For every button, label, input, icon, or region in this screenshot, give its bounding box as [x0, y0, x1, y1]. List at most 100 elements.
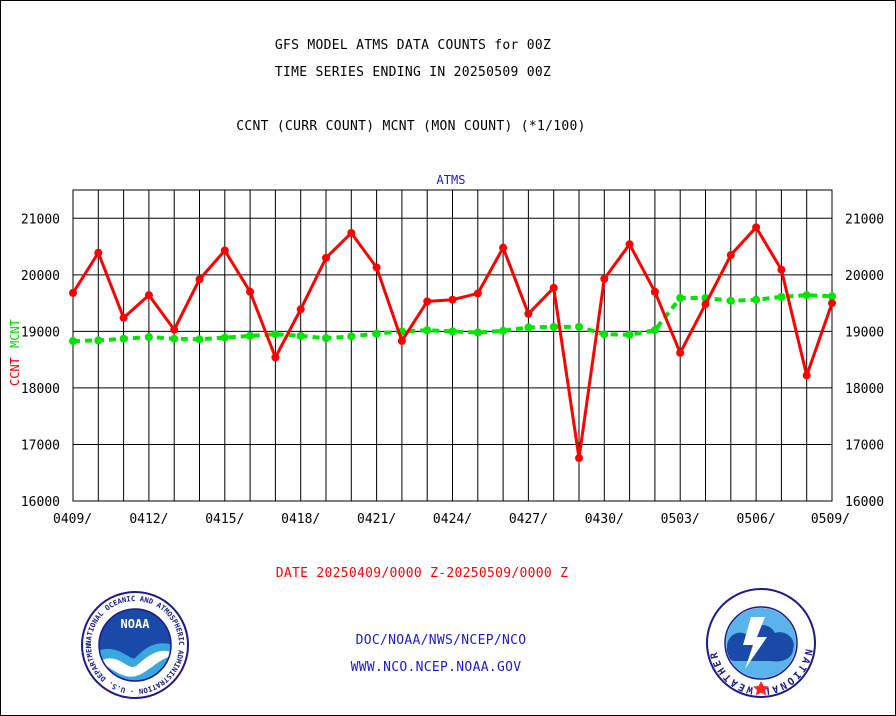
data-point-mcnt [499, 326, 508, 335]
data-point-mcnt [524, 323, 533, 332]
series-ccnt [69, 223, 836, 463]
data-point-ccnt [144, 291, 153, 300]
data-point-mcnt [625, 330, 634, 339]
data-point-ccnt [397, 336, 406, 345]
data-point-ccnt [448, 295, 457, 304]
data-point-mcnt [448, 327, 457, 336]
xtick-label: 0503/ [661, 512, 700, 527]
data-point-ccnt [473, 289, 482, 298]
axis-labels: 16000 16000 17000 17000 18000 18000 19000 19000… [21, 212, 884, 527]
data-point-ccnt [752, 223, 761, 232]
plot-frame [72, 189, 833, 502]
data-point-ccnt [524, 309, 533, 318]
xtick-label: 0412/ [129, 512, 168, 527]
chart-title-line2: TIME SERIES ENDING IN 20250509 00Z [274, 65, 552, 80]
data-point-ccnt [296, 305, 305, 314]
data-point-ccnt [828, 299, 836, 308]
data-point-mcnt [372, 329, 381, 338]
data-point-mcnt [296, 331, 305, 340]
data-point-mcnt [322, 334, 330, 343]
data-point-ccnt [423, 297, 432, 306]
data-point-ccnt [69, 288, 77, 297]
chart-svg: 16000 16000 17000 17000 18000 18000 19000 19000… [8, 173, 884, 527]
ytick-label-right: 17000 [845, 438, 884, 453]
data-point-ccnt [726, 251, 735, 260]
data-point-ccnt [347, 228, 356, 237]
data-point-ccnt [701, 300, 710, 309]
data-point-ccnt [625, 240, 634, 249]
chart-title-line3: CCNT (CURR COUNT) MCNT (MON COUNT) (*1/1… [236, 119, 586, 134]
data-point-mcnt [828, 292, 836, 301]
data-point-ccnt [650, 287, 659, 296]
ytick-label-right: 16000 [845, 495, 884, 510]
data-point-mcnt [752, 295, 761, 304]
ytick-label-left: 17000 [21, 438, 60, 453]
ytick-label-left: 21000 [21, 212, 60, 227]
ytick-label-left: 18000 [21, 382, 60, 397]
plot-title-atms: ATMS [437, 173, 466, 187]
xtick-label: 0506/ [737, 512, 776, 527]
xtick-label: 0509/ [811, 512, 850, 527]
data-point-mcnt [676, 294, 685, 303]
data-point-ccnt [372, 263, 381, 272]
data-point-mcnt [575, 322, 583, 331]
data-point-mcnt [170, 334, 179, 343]
data-point-ccnt [499, 243, 508, 252]
data-point-ccnt [777, 265, 786, 274]
data-point-mcnt [144, 333, 153, 342]
ytick-label-right: 18000 [845, 382, 884, 397]
xtick-label: 0424/ [433, 512, 472, 527]
data-point-ccnt [220, 246, 229, 255]
xtick-label: 0427/ [509, 512, 548, 527]
data-point-mcnt [802, 291, 811, 300]
data-point-mcnt [94, 336, 103, 345]
data-point-mcnt [347, 332, 356, 341]
ytick-label-left: 19000 [21, 325, 60, 340]
ytick-label-right: 19000 [845, 325, 884, 340]
series-mcnt [69, 291, 836, 345]
grid-lines [73, 190, 832, 501]
data-point-ccnt [802, 371, 811, 380]
nws-logo: NATIONAL WEATHER SERVICE [705, 587, 816, 698]
date-range-label: DATE 20250409/0000 Z-20250509/0000 Z [275, 566, 569, 581]
data-point-ccnt [246, 287, 255, 296]
data-point-mcnt [650, 326, 659, 335]
data-point-mcnt [473, 328, 482, 337]
ytick-label-right: 20000 [845, 269, 884, 284]
data-point-mcnt [195, 335, 204, 344]
data-point-mcnt [69, 336, 77, 345]
data-point-mcnt [246, 331, 255, 340]
xtick-label: 0409/ [53, 512, 92, 527]
chart-title-line1: GFS MODEL ATMS DATA COUNTS for 00Z [274, 38, 552, 53]
xtick-label: 0430/ [585, 512, 624, 527]
data-point-ccnt [195, 275, 204, 284]
xtick-label: 0418/ [281, 512, 320, 527]
data-point-mcnt [777, 292, 786, 301]
data-point-mcnt [600, 330, 609, 339]
org-label: DOC/NOAA/NWS/NCEP/NCO [355, 633, 527, 648]
data-point-ccnt [575, 454, 583, 463]
noaa-logo: NATIONAL OCEANIC AND ATMOSPHERIC ADMINIS… [80, 590, 189, 699]
ytick-label-left: 16000 [21, 495, 60, 510]
data-point-mcnt [220, 333, 229, 342]
xtick-label: 0415/ [205, 512, 244, 527]
ytick-label-right: 21000 [845, 212, 884, 227]
url-label[interactable]: WWW.NCO.NCEP.NOAA.GOV [350, 660, 522, 675]
data-point-ccnt [322, 253, 330, 262]
svg-text:NOAA: NOAA [121, 617, 151, 631]
data-point-mcnt [423, 326, 432, 335]
data-point-ccnt [170, 325, 179, 334]
xtick-label: 0421/ [357, 512, 396, 527]
data-point-ccnt [119, 313, 128, 322]
ytick-label-left: 20000 [21, 269, 60, 284]
data-point-mcnt [726, 296, 735, 305]
data-point-mcnt [119, 334, 128, 343]
data-point-ccnt [271, 353, 280, 362]
data-point-mcnt [549, 322, 558, 331]
data-point-mcnt [271, 330, 280, 339]
data-point-ccnt [94, 248, 103, 257]
data-point-ccnt [600, 274, 609, 283]
ylabel-ccnt: CCNT [8, 357, 22, 386]
data-point-ccnt [549, 283, 558, 292]
ylabel-mcnt: MCNT [8, 319, 22, 348]
